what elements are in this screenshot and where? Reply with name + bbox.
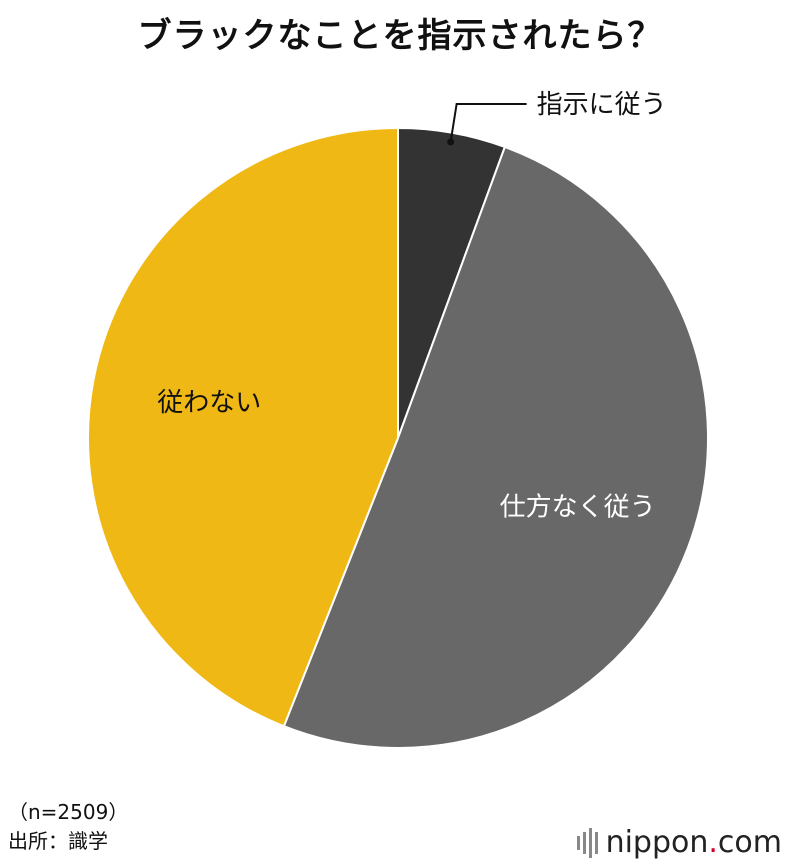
brand-logo: nippon.com <box>576 825 782 860</box>
pie-slice-3 <box>87 126 399 728</box>
brand-name: nippon.com <box>605 825 782 860</box>
source-note: 出所：識学 <box>8 829 108 853</box>
pie-slice-label-3: 従わない <box>157 388 261 418</box>
pie-slice-2 <box>282 145 709 750</box>
leader-dot <box>447 138 455 146</box>
chart-title: ブラックなことを指示されたら？ <box>137 16 663 56</box>
sample-size-note: （n=2509） <box>8 800 129 824</box>
leader-line <box>449 103 527 143</box>
brand-mark-icon <box>576 827 598 858</box>
pie-slice-label-1: 指示に従う <box>537 90 667 120</box>
pie-slice-label-2: 仕方なく従う <box>500 493 656 523</box>
